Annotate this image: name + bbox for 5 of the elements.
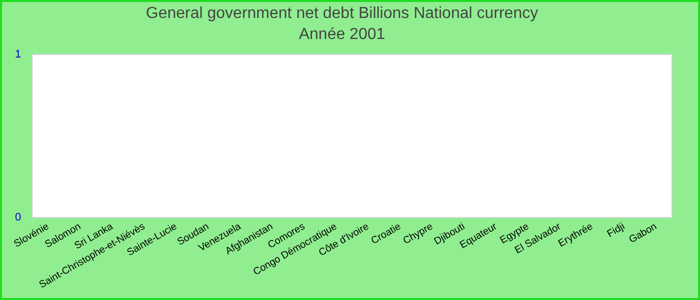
x-tick-label: Fidji xyxy=(606,221,627,240)
y-tick-label: 0 xyxy=(14,212,22,224)
chart-title: General government net debt Billions National currency xyxy=(146,5,538,22)
chart-subtitle: Année 2001 xyxy=(298,26,386,44)
y-tick-label: 1 xyxy=(14,48,22,60)
